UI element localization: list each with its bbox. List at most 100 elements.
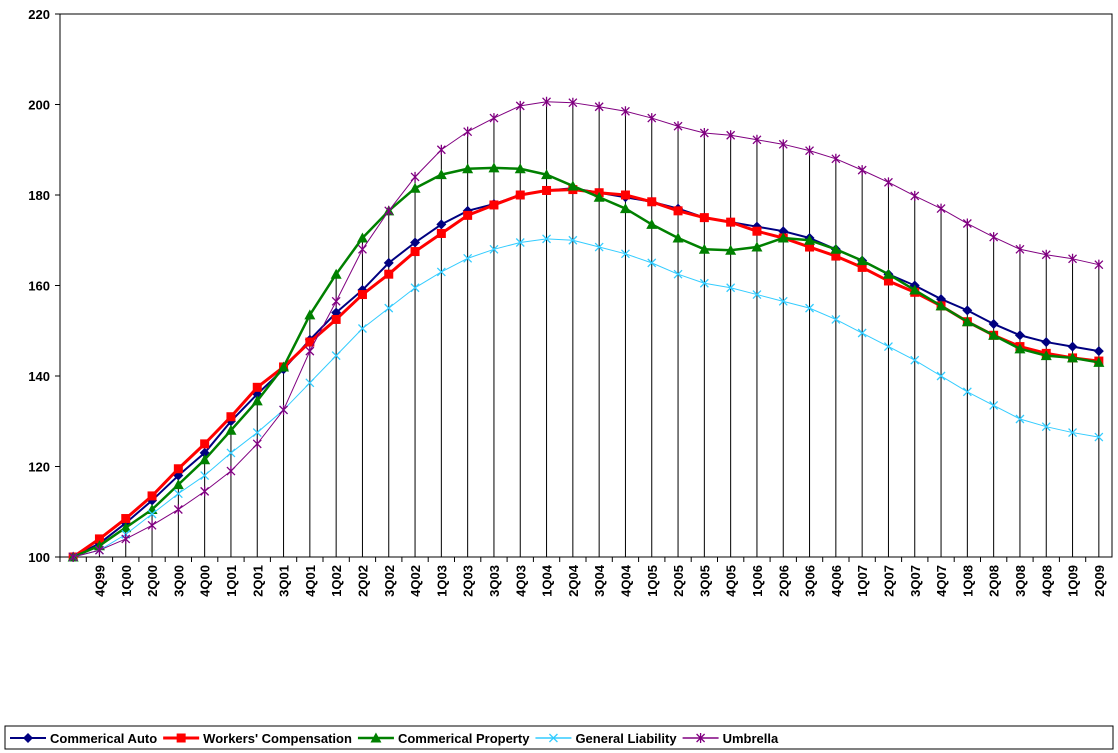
marker [726, 283, 736, 293]
marker [805, 303, 815, 313]
marker [226, 466, 236, 477]
marker [961, 316, 973, 327]
marker [594, 242, 604, 252]
marker [357, 324, 367, 333]
y-tick-label: 140 [28, 369, 50, 384]
x-tick-label: 1Q07 [855, 565, 870, 597]
marker [304, 309, 316, 320]
x-tick-label: 4Q00 [198, 565, 213, 597]
y-tick-label: 120 [28, 460, 50, 475]
marker [331, 314, 341, 324]
x-tick-label: 1Q00 [119, 565, 134, 597]
marker [752, 290, 762, 300]
marker [409, 182, 421, 193]
marker [410, 171, 420, 182]
marker [1093, 346, 1104, 357]
marker [515, 238, 525, 247]
marker [252, 382, 262, 392]
marker [856, 255, 868, 266]
marker [548, 733, 558, 743]
x-tick-label: 2Q08 [987, 565, 1002, 597]
marker [199, 454, 211, 465]
x-tick-label: 1Q09 [1066, 565, 1081, 597]
marker [410, 237, 421, 248]
marker [673, 206, 683, 216]
marker [305, 346, 315, 357]
x-tick-label: 4Q05 [724, 565, 739, 597]
x-tick-label: 4Q08 [1039, 565, 1054, 597]
marker [357, 290, 367, 300]
marker [278, 361, 290, 372]
marker [331, 351, 341, 361]
marker [489, 200, 499, 210]
marker [936, 203, 946, 214]
marker [988, 318, 999, 329]
marker [752, 226, 762, 236]
x-tick-label: 3Q07 [908, 565, 923, 597]
marker [305, 378, 315, 388]
legend-label: Umbrella [723, 731, 779, 746]
marker [1068, 428, 1078, 438]
marker [857, 262, 867, 272]
y-tick-label: 180 [28, 188, 50, 203]
marker [173, 464, 183, 474]
y-tick-label: 160 [28, 279, 50, 294]
marker [620, 106, 630, 117]
marker [962, 218, 972, 229]
marker [542, 96, 552, 107]
marker [831, 251, 841, 261]
marker [883, 342, 893, 352]
series-line [73, 238, 1099, 558]
x-tick-label: 2Q00 [145, 565, 160, 597]
x-tick-label: 1Q08 [960, 565, 975, 597]
x-tick-label: 2Q07 [881, 565, 896, 597]
marker [1041, 422, 1051, 432]
marker [857, 328, 867, 338]
marker [435, 169, 447, 180]
x-tick-label: 3Q02 [382, 565, 397, 597]
marker [620, 249, 630, 259]
marker [989, 400, 999, 410]
x-tick-label: 4Q06 [829, 565, 844, 597]
marker [542, 185, 552, 195]
marker [370, 732, 382, 743]
marker [910, 190, 920, 201]
marker [672, 232, 684, 243]
marker [1014, 343, 1026, 354]
marker [173, 489, 183, 499]
marker [463, 126, 473, 137]
x-tick-label: 2Q06 [776, 565, 791, 597]
marker [515, 190, 525, 200]
marker [567, 180, 579, 191]
marker [200, 471, 210, 481]
marker [436, 267, 446, 277]
marker [1014, 330, 1025, 341]
marker [883, 276, 893, 286]
x-tick-label: 1Q01 [224, 565, 239, 597]
marker [1067, 341, 1078, 352]
x-tick-label: 3Q01 [277, 565, 292, 597]
legend-label: Commerical Auto [50, 731, 157, 746]
x-tick-label: 4Q03 [513, 565, 528, 597]
marker [384, 205, 394, 216]
marker [647, 258, 657, 268]
y-tick-label: 220 [28, 7, 50, 22]
marker [463, 253, 473, 263]
marker [962, 387, 972, 397]
marker [1040, 350, 1052, 361]
marker [252, 428, 262, 438]
x-tick-label: 1Q02 [329, 565, 344, 597]
marker [699, 128, 709, 139]
x-tick-label: 2Q03 [461, 565, 476, 597]
marker [200, 439, 210, 449]
legend-label: General Liability [575, 731, 677, 746]
marker [857, 165, 867, 176]
marker [1068, 253, 1078, 264]
marker [831, 314, 841, 324]
x-tick-label: 3Q06 [803, 565, 818, 597]
marker [962, 305, 973, 316]
marker [121, 533, 131, 544]
marker [172, 479, 184, 490]
marker [1067, 352, 1079, 363]
